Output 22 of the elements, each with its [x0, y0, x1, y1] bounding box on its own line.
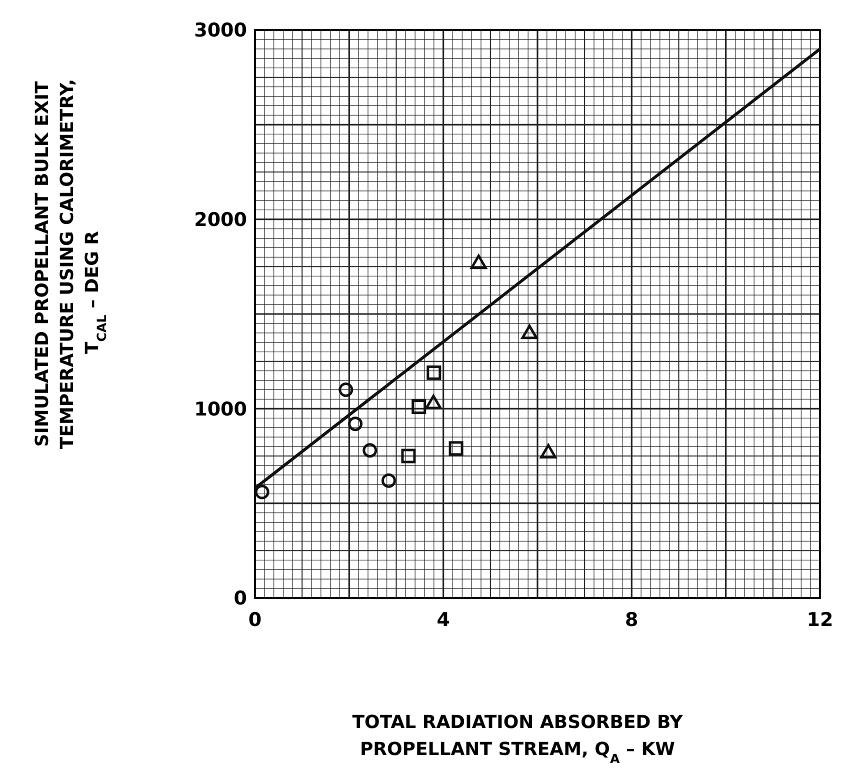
point [448, 441, 464, 456]
y-tick-label: 0 [234, 588, 247, 610]
point [362, 443, 378, 458]
x-tick-label: 8 [625, 609, 638, 631]
x-tick-label: 12 [806, 609, 834, 631]
point [425, 394, 442, 410]
x-tick-label: 4 [436, 609, 450, 631]
x-axis-title: TOTAL RADIATION ABSORBED BY PROPELLANT STREAM, Q$_{A}$ – KW [352, 712, 684, 766]
point [401, 448, 416, 464]
point [381, 473, 396, 488]
x-tick-label: 0 [248, 609, 262, 631]
point [255, 484, 270, 500]
point [338, 382, 354, 397]
point [540, 444, 557, 458]
y-tick-label: 3000 [194, 20, 247, 42]
point [348, 416, 363, 432]
point [412, 400, 426, 414]
y-tick-label: 2000 [194, 208, 247, 231]
y-tick-label: 1000 [194, 398, 247, 420]
point [426, 365, 442, 380]
point [521, 324, 538, 340]
point [470, 254, 487, 270]
